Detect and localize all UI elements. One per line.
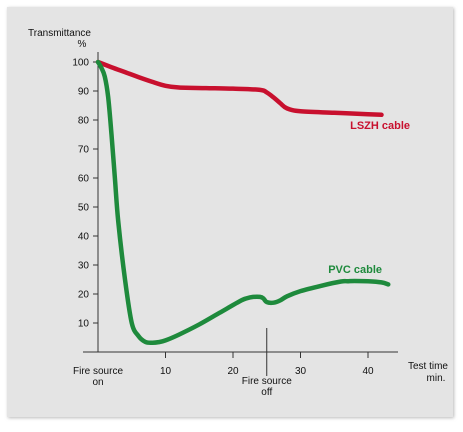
pvc-cable-line bbox=[95, 59, 391, 345]
y-tick-label: 70 bbox=[78, 145, 90, 156]
annotation-line1: Fire source bbox=[242, 376, 292, 387]
lszh-cable-line bbox=[95, 59, 384, 118]
pvc-cable-label: PVC cable bbox=[328, 264, 382, 276]
y-axis-label: Transmittance bbox=[28, 28, 91, 39]
x-tick-label: 30 bbox=[295, 366, 307, 377]
x-tick-label: 10 bbox=[160, 366, 172, 377]
x-tick-label: 20 bbox=[227, 366, 239, 377]
x-tick-group: 10 20 30 40 bbox=[160, 352, 374, 377]
series-group: LSZH cable PVC cable bbox=[95, 59, 410, 345]
annotation-line2: off bbox=[261, 387, 272, 398]
annotation-line2: on bbox=[92, 377, 103, 388]
y-axis-unit: % bbox=[78, 39, 87, 50]
y-tick-label: 100 bbox=[72, 58, 89, 69]
y-tick-label: 10 bbox=[78, 319, 90, 330]
y-tick-label: 90 bbox=[78, 87, 90, 98]
x-tick-label: 40 bbox=[362, 366, 374, 377]
y-tick-label: 40 bbox=[78, 232, 90, 243]
y-tick-label: 20 bbox=[78, 290, 90, 301]
y-tick-label: 30 bbox=[78, 261, 90, 272]
annotation-line1: Fire source bbox=[73, 366, 123, 377]
y-tick-label: 50 bbox=[78, 203, 90, 214]
y-tick-group: 10 20 30 40 50 60 70 80 90 100 bbox=[72, 58, 98, 330]
chart-background bbox=[7, 7, 453, 417]
x-axis-unit: min. bbox=[427, 373, 446, 384]
y-tick-label: 80 bbox=[78, 116, 90, 127]
y-tick-label: 60 bbox=[78, 174, 90, 185]
lszh-cable-label: LSZH cable bbox=[350, 120, 410, 132]
x-axis-label: Test time bbox=[408, 361, 448, 372]
